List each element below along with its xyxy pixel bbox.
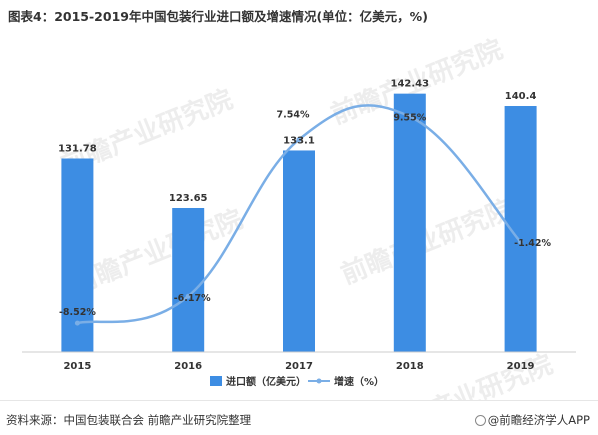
bar-data-labels: 131.78 123.65 133.1 142.43 140.4 [58,79,536,204]
brand-label: @前瞻经济学人APP [487,413,590,427]
growth-point-2017 [296,137,302,143]
growth-point-2016 [185,293,191,299]
bar-2015 [61,158,94,352]
legend-label-bar: 进口额（亿美元） [226,375,306,388]
growth-point-2019 [518,239,524,245]
growth-value-label: -6.17% [174,293,211,304]
legend-swatch-marker [316,378,322,384]
growth-value-label: 7.54% [277,110,310,121]
bar-value-label: 133.1 [283,135,315,146]
legend: 进口额（亿美元） 增速（%） [210,375,384,388]
bar-value-label: 142.43 [391,79,430,90]
x-tick-label: 2016 [174,361,202,372]
watermark-text: 前瞻产业研究院 [377,349,557,400]
line-data-labels: -8.52% -6.17% 7.54% 9.55% -1.42% [59,110,552,319]
x-tick-label: 2015 [63,361,91,372]
bar-value-label: 140.4 [505,91,537,102]
brand-attribution: @前瞻经济学人APP [474,412,590,428]
x-axis-ticks: 2015 2016 2017 2018 2019 [63,361,534,372]
growth-value-label: -1.42% [514,238,551,249]
line-series [74,104,524,326]
chart-title: 图表4：2015-2019年中国包装行业进口额及增速情况(单位：亿美元，%) [8,9,428,24]
x-tick-label: 2019 [507,361,535,372]
watermark-text: 前瞻产业研究院 [337,194,517,291]
legend-label-line: 增速（%） [334,375,384,388]
x-tick-label: 2018 [396,361,424,372]
legend-swatch-bar [210,376,222,386]
bar-2017 [283,150,315,352]
source-note: 资料来源：中国包装联合会 前瞻产业研究院整理 [6,413,252,427]
bar-series [61,93,537,353]
growth-point-2018 [407,114,413,120]
watermark-text: 前瞻产业研究院 [67,204,247,301]
growth-value-label: -8.52% [59,307,96,318]
bar-value-label: 131.78 [58,143,97,154]
growth-value-label: 9.55% [393,113,426,124]
brand-icon [474,415,486,426]
growth-point-2015 [74,320,80,326]
footer: 资料来源：中国包装联合会 前瞻产业研究院整理 @前瞻经济学人APP [0,400,598,435]
bar-value-label: 123.65 [169,193,208,204]
x-tick-label: 2017 [285,361,313,372]
bar-2016 [172,207,205,352]
bar-2018 [393,93,426,353]
